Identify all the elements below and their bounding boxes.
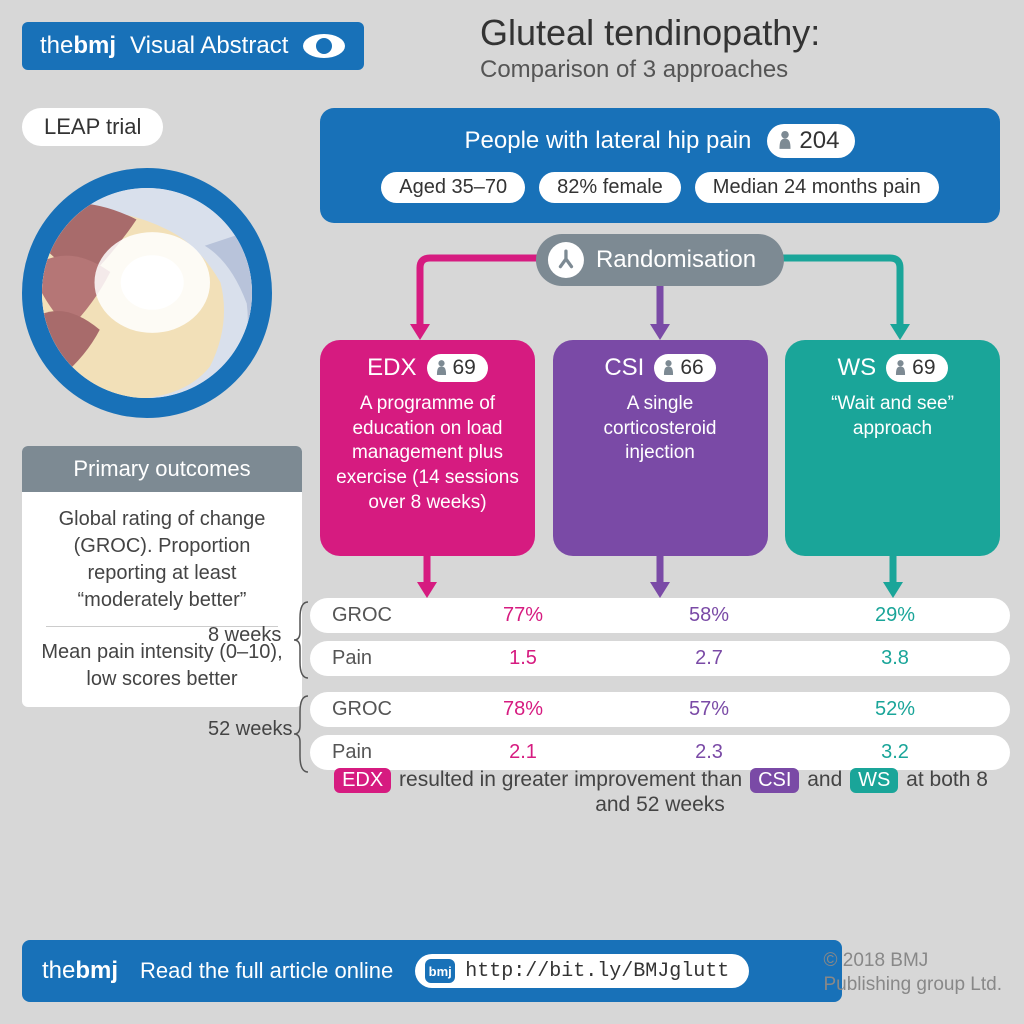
population-pill: Aged 35–70	[381, 172, 525, 203]
title-main: Gluteal tendinopathy:	[480, 12, 820, 54]
arm-row: EDX 69 A programme of education on load …	[320, 340, 1000, 556]
arm-desc: “Wait and see” approach	[801, 392, 984, 441]
tag-edx: EDX	[334, 768, 391, 793]
visual-abstract-label: Visual Abstract	[130, 32, 288, 60]
tag-csi: CSI	[750, 768, 799, 793]
results-row: GROC 78% 57% 52%	[310, 692, 1010, 727]
person-icon	[777, 130, 793, 152]
person-icon	[894, 359, 907, 378]
main-column: People with lateral hip pain 204 Aged 35…	[320, 108, 1000, 223]
arm-csi: CSI 66 A single corticosteroid injection	[553, 340, 768, 556]
footer-text: Read the full article online	[140, 958, 393, 984]
copyright-text: © 2018 BMJ Publishing group Ltd.	[823, 949, 1002, 998]
person-icon	[435, 359, 448, 378]
population-box: People with lateral hip pain 204 Aged 35…	[320, 108, 1000, 223]
arm-n-pill: 66	[654, 354, 715, 382]
arm-n-pill: 69	[886, 354, 947, 382]
results-row: GROC 77% 58% 29%	[310, 598, 1010, 633]
arm-desc: A programme of education on load managem…	[336, 392, 519, 515]
arm-n-pill: 69	[427, 354, 488, 382]
results-row: Pain 1.5 2.7 3.8	[310, 641, 1010, 676]
primary-outcomes-box: Primary outcomes Global rating of change…	[22, 446, 302, 707]
population-n-pill: 204	[767, 124, 855, 158]
article-link[interactable]: bmj http://bit.ly/BMJglutt	[415, 954, 749, 988]
title-sub: Comparison of 3 approaches	[480, 56, 820, 84]
left-column: LEAP trial Primary outcomes Global ratin…	[22, 108, 302, 707]
tag-ws: WS	[850, 768, 898, 793]
trial-name-pill: LEAP trial	[22, 108, 163, 146]
results-period-52w: 52 weeks GROC 78% 57% 52% Pain 2.1 2.3 3…	[310, 692, 1010, 770]
randomisation-icon	[548, 242, 584, 278]
eye-icon	[302, 32, 346, 60]
outcomes-header: Primary outcomes	[22, 446, 302, 492]
title-block: Gluteal tendinopathy: Comparison of 3 ap…	[480, 12, 820, 84]
period-label: 8 weeks	[208, 624, 281, 647]
conclusion-text: EDX resulted in greater improvement than…	[320, 768, 1000, 817]
brace-icon	[292, 600, 310, 680]
arm-desc: A single corticosteroid injection	[569, 392, 752, 466]
period-label: 52 weeks	[208, 718, 293, 741]
bmj-logo: thebmj	[40, 32, 116, 60]
results-table: 8 weeks GROC 77% 58% 29% Pain 1.5 2.7 3.…	[310, 598, 1010, 786]
outcome-item-1: Global rating of change (GROC). Proporti…	[38, 506, 286, 614]
outcome-item-2: Mean pain intensity (0–10), low scores b…	[38, 639, 286, 693]
footer-bar: thebmj Read the full article online bmj …	[22, 940, 842, 1002]
population-pill: Median 24 months pain	[695, 172, 939, 203]
results-period-8w: 8 weeks GROC 77% 58% 29% Pain 1.5 2.7 3.…	[310, 598, 1010, 676]
anatomy-illustration	[22, 168, 272, 418]
arm-ws: WS 69 “Wait and see” approach	[785, 340, 1000, 556]
header-bar: thebmj Visual Abstract	[22, 22, 364, 70]
results-row: Pain 2.1 2.3 3.2	[310, 735, 1010, 770]
bmj-logo: thebmj	[42, 957, 118, 985]
population-label: People with lateral hip pain	[465, 127, 752, 155]
arm-edx: EDX 69 A programme of education on load …	[320, 340, 535, 556]
person-icon	[662, 359, 675, 378]
population-pill: 82% female	[539, 172, 681, 203]
bmj-badge-icon: bmj	[425, 959, 455, 983]
randomisation-pill: Randomisation	[536, 234, 784, 286]
brace-icon	[292, 694, 310, 774]
down-arrows	[320, 556, 1000, 600]
